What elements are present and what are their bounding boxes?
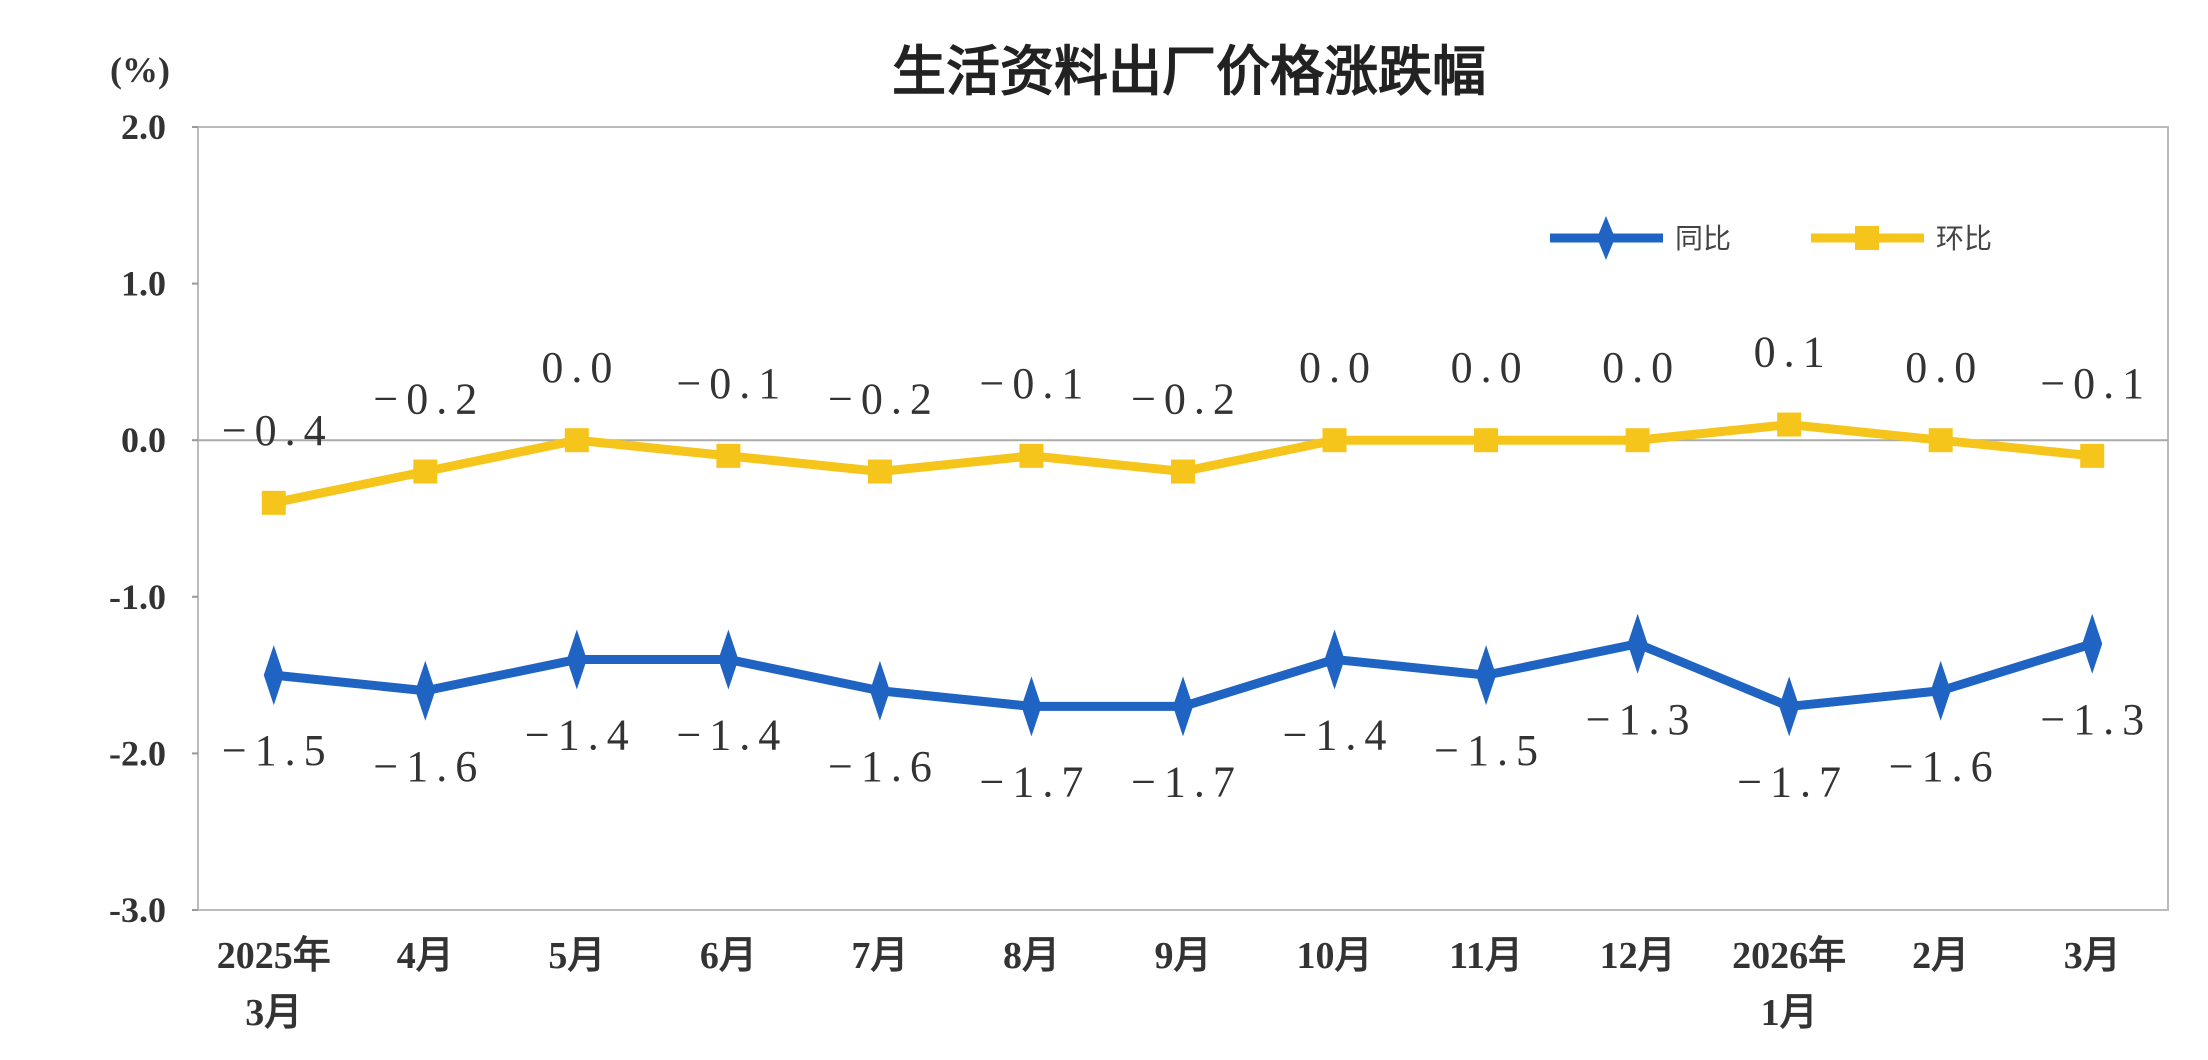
data-point-diamond (263, 645, 284, 706)
x-tick-label: 3月 (245, 992, 302, 1034)
x-tick-label: 10月 (1297, 935, 1373, 977)
legend-label: 同比 (1675, 222, 1731, 255)
data-point-diamond (1173, 676, 1193, 737)
data-point-square (716, 443, 741, 468)
data-label: −0.2 (1131, 375, 1243, 424)
data-point-diamond (1930, 660, 1951, 721)
data-point-diamond (1476, 645, 1497, 706)
data-point-square (867, 459, 892, 484)
x-tick-label: 2026年 (1732, 935, 1846, 977)
data-label: −1.4 (525, 710, 637, 759)
data-point-diamond (1627, 613, 1648, 674)
data-point-square (1171, 459, 1195, 484)
y-tick-label: -2.0 (109, 733, 166, 773)
data-label: −1.7 (1737, 757, 1849, 806)
data-label: −1.7 (1131, 757, 1243, 806)
x-tick-label: 12月 (1600, 935, 1676, 977)
data-label: −1.4 (1283, 710, 1395, 759)
x-tick-label: 7月 (851, 935, 908, 977)
data-label: −1.6 (828, 742, 940, 791)
y-tick-label: 2.0 (121, 107, 166, 147)
x-tick-label: 1月 (1761, 992, 1818, 1034)
data-point-square (413, 459, 438, 484)
data-label: −0.2 (373, 375, 485, 424)
legend-marker-square (1855, 226, 1879, 250)
data-label: −1.3 (1586, 695, 1698, 744)
y-tick-label: 1.0 (121, 264, 166, 304)
y-tick-label: -3.0 (109, 890, 166, 930)
x-tick-label: 4月 (397, 935, 454, 977)
data-point-diamond (1324, 629, 1345, 690)
data-label: −0.4 (222, 406, 334, 455)
data-label: −0.2 (828, 375, 940, 424)
x-tick-label: 2月 (1912, 935, 1969, 977)
y-tick-label: 0.0 (121, 420, 166, 460)
data-label: −0.1 (980, 359, 1092, 408)
y-axis: 2.0 1.0 0.0 -1.0 -2.0 -3.0 (109, 107, 198, 930)
x-tick-label: 11月 (1449, 935, 1523, 977)
legend: 同比 环比 (1550, 216, 1992, 260)
series-同比: −1.5 −1.6 −1.4 −1.4 −1.6 −1.7 −1.7 −1.4 −1.5 −1.3… (222, 613, 2152, 806)
data-point-square (1625, 428, 1650, 453)
data-label: −1.6 (1889, 742, 2001, 791)
data-point-square (1474, 428, 1499, 453)
data-label: 0.0 (1905, 343, 1984, 392)
series-环比: −0.4 −0.2 0.0 −0.1 −0.2 −0.1 −0.2 0.0 0.0 0.0 0.1 0… (222, 328, 2152, 515)
y-tick-label: -1.0 (109, 577, 166, 617)
data-point-diamond (1779, 676, 1800, 737)
data-point-square (1019, 443, 1044, 468)
data-label: −0.1 (676, 359, 788, 408)
data-label: 0.0 (1451, 343, 1530, 392)
data-point-diamond (718, 629, 739, 690)
y-axis-unit: (%) (110, 50, 170, 90)
data-label: −1.4 (676, 710, 788, 759)
x-tick-label: 8月 (1003, 935, 1060, 977)
data-label: −1.6 (373, 742, 485, 791)
x-tick-label: 5月 (548, 935, 605, 977)
data-label: 0.0 (1299, 343, 1378, 392)
data-label: −0.1 (2040, 359, 2152, 408)
data-point-diamond (2082, 613, 2103, 674)
x-tick-label: 6月 (700, 935, 757, 977)
chart-title: 生活资料出厂价格涨跌幅 (892, 40, 1486, 103)
data-label: −1.7 (980, 757, 1092, 806)
data-point-square (1777, 412, 1802, 437)
data-point-square (261, 490, 286, 515)
data-label: 0.0 (1602, 343, 1681, 392)
data-point-diamond (869, 660, 890, 721)
x-tick-label: 9月 (1154, 935, 1211, 977)
data-point-square (2080, 443, 2105, 468)
legend-marker-diamond (1597, 216, 1615, 260)
x-tick-label: 2025年 (217, 935, 331, 977)
data-point-square (1322, 428, 1347, 453)
data-point-square (564, 428, 589, 453)
data-point-square (1928, 428, 1953, 453)
legend-label: 环比 (1936, 222, 1992, 255)
series-group: −1.5 −1.6 −1.4 −1.4 −1.6 −1.7 −1.7 −1.4 −1.5 −1.3… (222, 328, 2152, 807)
data-point-diamond (1021, 676, 1042, 737)
x-tick-label: 3月 (2064, 935, 2121, 977)
data-point-diamond (566, 629, 587, 690)
plot-area (197, 126, 2169, 911)
data-point-diamond (415, 660, 436, 721)
data-label: −1.5 (1434, 726, 1546, 775)
x-axis: 2025年 3月 4月 5月 6月 7月 8月 9月 10月 11月 12月 2026年 1月 2月 3月 (217, 935, 2121, 1034)
data-label: −1.3 (2040, 695, 2152, 744)
data-label: 0.0 (541, 343, 620, 392)
data-label: 0.1 (1754, 328, 1833, 377)
data-label: −1.5 (222, 726, 334, 775)
